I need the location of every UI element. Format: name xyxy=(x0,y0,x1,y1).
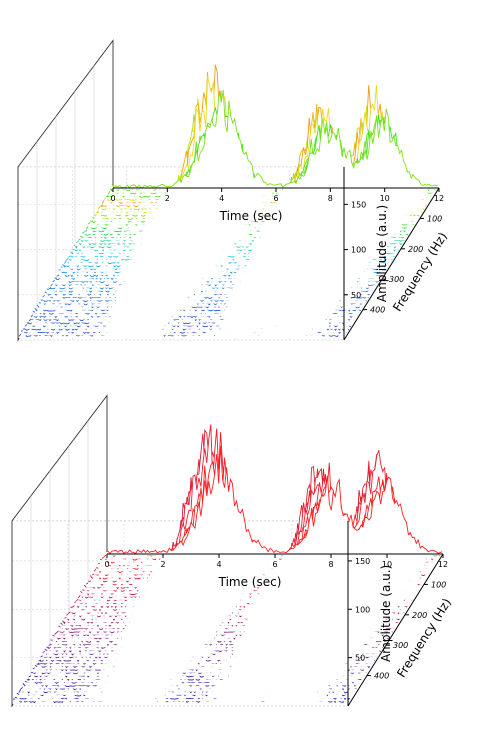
trace-mask xyxy=(94,430,431,575)
trace-line xyxy=(111,89,439,189)
x-axis-title: Time (sec) xyxy=(219,209,283,223)
y-tick-label: 400 xyxy=(374,672,389,681)
z-tick-label: 50 xyxy=(355,654,365,663)
x-tick-label: 0 xyxy=(110,194,115,203)
trace-mask xyxy=(26,314,353,326)
x-axis-title: Time (sec) xyxy=(218,575,282,589)
y-tick-label: 200 xyxy=(412,611,427,620)
y-tick-label: 100 xyxy=(427,214,442,223)
x-tick-label: 8 xyxy=(328,560,333,569)
x-tick-label: 2 xyxy=(165,194,170,203)
trace-mask xyxy=(20,325,347,336)
trace-mask xyxy=(30,306,357,320)
trace-mask xyxy=(16,686,353,699)
z-tick-label: 100 xyxy=(351,246,366,255)
y-tick-label: 300 xyxy=(393,641,408,650)
y-axis-line xyxy=(347,553,444,707)
x-tick-label: 4 xyxy=(219,194,224,203)
x-tick-label: 12 xyxy=(438,560,448,569)
trace-mask xyxy=(14,689,351,702)
trace-mask xyxy=(18,328,345,339)
trace-mask xyxy=(106,445,443,556)
x-tick-label: 4 xyxy=(216,560,221,569)
trace-line xyxy=(106,445,443,555)
y-tick-label: 200 xyxy=(408,245,423,254)
x-tick-label: 0 xyxy=(104,560,109,569)
x-tick-label: 10 xyxy=(380,194,390,203)
waterfall-traces xyxy=(18,64,439,339)
trace-mask xyxy=(12,694,349,705)
z-tick-label: 150 xyxy=(355,557,370,566)
y-tick-label: 100 xyxy=(431,580,446,589)
trace-mask xyxy=(22,676,359,689)
trace-mask xyxy=(22,320,349,333)
x-tick-label: 6 xyxy=(273,194,278,203)
x-tick-label: 10 xyxy=(382,560,392,569)
waterfall-traces xyxy=(12,424,443,705)
z-tick-label: 50 xyxy=(351,291,361,300)
trace-mask xyxy=(24,318,351,329)
x-tick-label: 6 xyxy=(272,560,277,569)
x-tick-label: 12 xyxy=(434,194,444,203)
y-tick-label: 300 xyxy=(389,275,404,284)
trace-mask xyxy=(18,683,355,695)
y-tick-label: 400 xyxy=(370,306,385,315)
trace-mask xyxy=(112,89,439,190)
trace-mask xyxy=(28,310,355,323)
y-axis-line xyxy=(343,187,440,341)
z-axis-title: Amplitude (a.u.) xyxy=(379,565,393,662)
x-tick-label: 8 xyxy=(328,194,333,203)
z-tick-label: 100 xyxy=(355,605,370,614)
z-tick-label: 150 xyxy=(351,200,366,209)
x-tick-label: 2 xyxy=(160,560,165,569)
z-axis-title: Amplitude (a.u.) xyxy=(375,205,389,302)
